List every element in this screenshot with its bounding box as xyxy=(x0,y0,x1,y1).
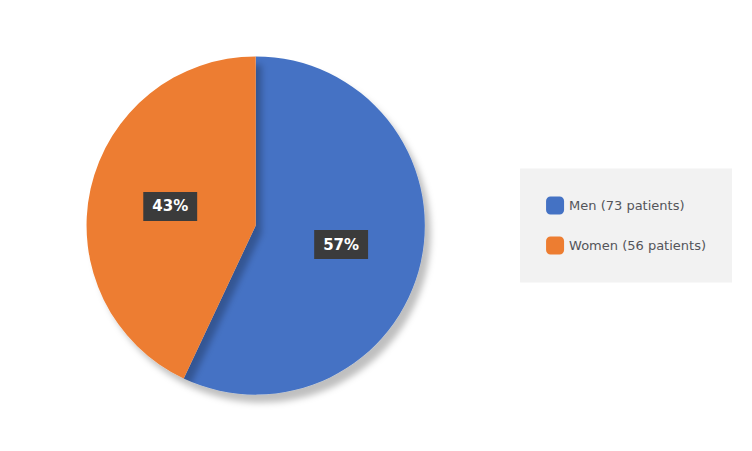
svg-text:43%: 43% xyxy=(152,197,188,215)
svg-text:Men (73 patients): Men (73 patients) xyxy=(569,198,684,213)
svg-text:Women (56 patients): Women (56 patients) xyxy=(569,238,706,253)
svg-text:57%: 57% xyxy=(323,236,359,254)
